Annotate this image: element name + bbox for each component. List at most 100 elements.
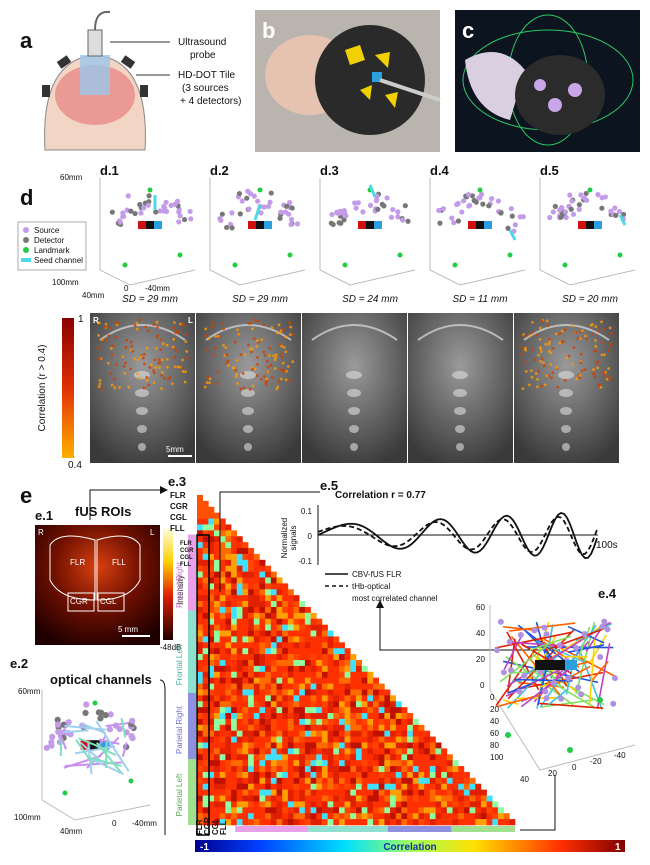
matrix-cell <box>225 748 232 755</box>
matrix-cell <box>270 701 277 708</box>
matrix-cell <box>236 795 243 802</box>
matrix-cell <box>282 724 289 732</box>
matrix-cell <box>276 683 283 690</box>
matrix-cell <box>356 707 362 714</box>
matrix-cell <box>197 601 203 608</box>
matrix-cell <box>321 671 328 678</box>
correlation-pixel <box>177 331 180 335</box>
matrix-cell <box>327 695 334 702</box>
correlation-pixel <box>214 335 217 338</box>
probe <box>374 221 382 229</box>
matrix-cell <box>225 754 232 761</box>
matrix-cell <box>338 795 345 802</box>
matrix-cell <box>236 671 243 678</box>
matrix-cell <box>231 683 238 690</box>
matrix-cell <box>265 648 272 655</box>
matrix-cell <box>202 642 209 649</box>
matrix-cell <box>316 654 323 661</box>
channel-dot <box>294 221 301 227</box>
axis-label: 0 <box>124 284 129 293</box>
matrix-cell <box>265 783 272 790</box>
matrix-cell <box>248 583 255 590</box>
matrix-cell <box>492 801 499 808</box>
axes-frame <box>209 178 306 286</box>
channel-dot <box>384 195 390 201</box>
matrix-cell <box>248 677 255 684</box>
matrix-cell <box>259 707 266 714</box>
correlation-pixel <box>280 355 284 359</box>
colorbar-title: Intensity <box>176 575 185 605</box>
matrix-cell <box>197 677 203 684</box>
matrix-cell <box>441 801 448 808</box>
matrix-cell <box>270 766 277 773</box>
matrix-cell <box>287 766 294 773</box>
matrix-cell <box>424 795 431 802</box>
network-edge <box>520 663 577 708</box>
matrix-cell <box>475 795 482 802</box>
roi-name: CGR <box>203 817 212 835</box>
matrix-cell <box>202 665 209 673</box>
correlation-pixel <box>224 346 228 350</box>
matrix-cell <box>259 624 266 631</box>
landmark <box>62 790 68 796</box>
matrix-cell <box>242 766 249 773</box>
matrix-cell <box>270 683 277 690</box>
matrix-cell <box>202 819 209 826</box>
matrix-cell <box>401 748 408 755</box>
matrix-cell <box>338 713 345 720</box>
matrix-cell <box>253 618 260 625</box>
matrix-cell <box>310 654 317 661</box>
matrix-cell <box>276 713 283 720</box>
matrix-cell <box>225 777 232 785</box>
matrix-cell <box>231 553 238 561</box>
matrix-cell <box>225 618 232 625</box>
matrix-cell <box>293 671 300 678</box>
matrix-cell <box>276 783 283 790</box>
axis-label: 40mm <box>82 291 105 300</box>
matrix-cell <box>338 724 345 732</box>
correlation-pixel <box>97 346 101 350</box>
correlation-pixel <box>206 376 210 379</box>
matrix-cell <box>282 624 289 631</box>
channel-dot <box>570 211 577 217</box>
matrix-cell <box>197 536 203 543</box>
matrix-cell <box>231 760 238 767</box>
matrix-cell <box>424 766 431 773</box>
matrix-cell <box>208 565 215 572</box>
matrix-cell <box>304 636 311 643</box>
matrix-cell <box>327 742 334 749</box>
correlation-pixel <box>148 365 152 369</box>
matrix-cell <box>270 771 277 779</box>
matrix-cell <box>248 707 255 714</box>
matrix-cell <box>225 595 232 602</box>
matrix-cell <box>225 707 232 714</box>
matrix-cell <box>253 748 260 755</box>
channel-dot <box>489 195 495 202</box>
channel-dot <box>145 202 151 208</box>
matrix-cell <box>259 724 266 732</box>
matrix-cell <box>350 771 357 779</box>
matrix-cell <box>248 648 255 655</box>
matrix-cell <box>480 819 487 826</box>
roi-label: CGR <box>70 597 88 606</box>
correlation-pixel <box>277 380 281 384</box>
correlation-pixel <box>550 376 553 380</box>
matrix-cell <box>395 771 402 779</box>
matrix-cell <box>225 671 232 678</box>
channel-dot <box>436 207 442 214</box>
anatomy <box>311 324 398 341</box>
matrix-cell <box>282 671 289 678</box>
matrix-cell <box>236 654 243 661</box>
matrix-cell <box>378 730 385 737</box>
matrix-cell <box>429 795 436 802</box>
matrix-cell <box>395 724 402 732</box>
matrix-cell <box>429 789 436 796</box>
correlation-pixel <box>234 375 238 379</box>
matrix-cell <box>276 701 283 708</box>
network-edge <box>499 643 551 683</box>
correlation-pixel <box>556 385 560 389</box>
matrix-cell <box>265 589 272 596</box>
channel-dot <box>395 214 401 220</box>
matrix-cell <box>248 783 255 790</box>
matrix-cell <box>310 636 317 643</box>
